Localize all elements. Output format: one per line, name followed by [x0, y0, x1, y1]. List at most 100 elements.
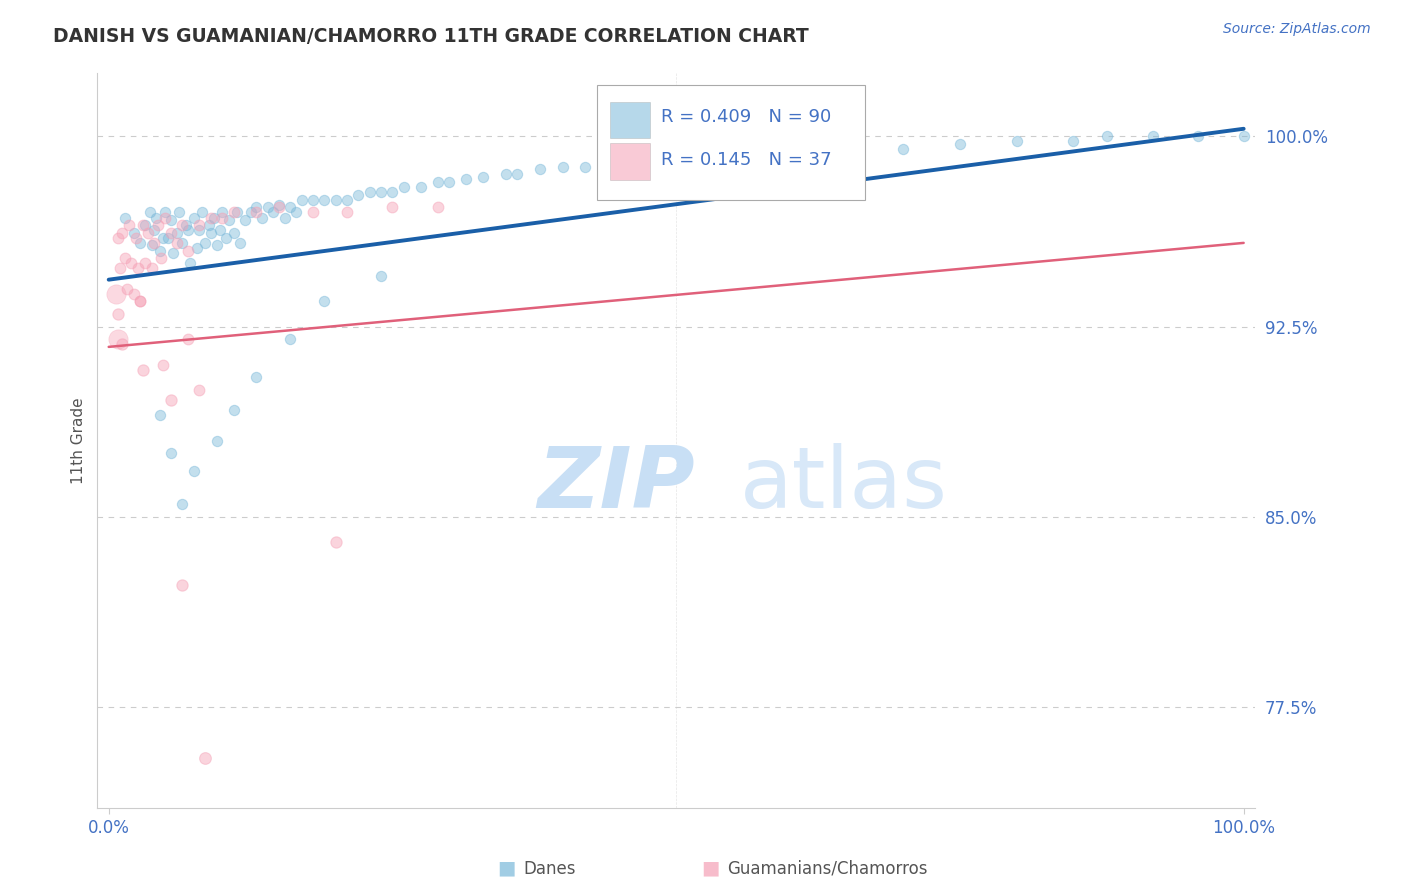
- Point: [245, 205, 267, 219]
- Point: [336, 193, 359, 207]
- Point: [278, 201, 301, 215]
- Point: [1005, 135, 1028, 149]
- Point: [186, 241, 208, 255]
- Point: [529, 162, 551, 177]
- Point: [120, 256, 142, 270]
- Point: [426, 201, 449, 215]
- Point: [665, 154, 688, 169]
- Point: [347, 187, 370, 202]
- Point: [145, 211, 167, 225]
- Text: R = 0.409   N = 90: R = 0.409 N = 90: [661, 108, 831, 126]
- Point: [143, 235, 166, 250]
- Text: ■: ■: [496, 859, 516, 878]
- Point: [267, 198, 290, 212]
- Point: [107, 332, 129, 346]
- Point: [155, 205, 177, 219]
- Point: [160, 226, 183, 240]
- Point: [302, 193, 325, 207]
- Point: [574, 160, 596, 174]
- Point: [285, 205, 308, 219]
- Point: [205, 238, 228, 252]
- Point: [370, 268, 392, 283]
- Point: [188, 223, 211, 237]
- Point: [233, 213, 256, 227]
- Point: [138, 205, 160, 219]
- Point: [138, 226, 160, 240]
- Point: [141, 261, 163, 276]
- Point: [114, 251, 136, 265]
- Point: [278, 332, 301, 346]
- Point: [172, 497, 194, 511]
- Point: [149, 409, 172, 423]
- Point: [226, 205, 249, 219]
- Point: [115, 281, 138, 295]
- Point: [370, 185, 392, 199]
- Point: [177, 223, 200, 237]
- Point: [160, 446, 183, 460]
- Point: [167, 205, 190, 219]
- Point: [1187, 129, 1209, 144]
- Text: ■: ■: [700, 859, 720, 878]
- Point: [291, 193, 314, 207]
- Point: [200, 211, 222, 225]
- Point: [179, 256, 201, 270]
- Point: [172, 578, 194, 592]
- Point: [174, 218, 197, 232]
- Point: [197, 218, 219, 232]
- Point: [325, 535, 347, 549]
- Point: [495, 168, 517, 182]
- FancyBboxPatch shape: [598, 86, 865, 200]
- Point: [188, 383, 211, 397]
- Point: [143, 223, 166, 237]
- Point: [222, 205, 245, 219]
- Point: [125, 231, 148, 245]
- Point: [160, 393, 183, 408]
- Point: [149, 251, 172, 265]
- Point: [183, 464, 205, 478]
- Point: [211, 211, 233, 225]
- Point: [177, 244, 200, 258]
- Point: [214, 231, 236, 245]
- Point: [1097, 129, 1119, 144]
- Text: atlas: atlas: [740, 443, 948, 526]
- Point: [218, 213, 240, 227]
- Text: Danes: Danes: [523, 860, 575, 878]
- Point: [262, 205, 284, 219]
- Point: [245, 201, 267, 215]
- Point: [146, 218, 169, 232]
- Point: [111, 337, 134, 351]
- Point: [302, 205, 325, 219]
- Point: [129, 235, 152, 250]
- Point: [835, 142, 858, 156]
- Point: [104, 286, 127, 301]
- Point: [409, 180, 432, 194]
- Point: [392, 180, 415, 194]
- Point: [1233, 129, 1256, 144]
- FancyBboxPatch shape: [610, 102, 650, 138]
- Point: [211, 205, 233, 219]
- Point: [156, 231, 179, 245]
- Point: [129, 294, 152, 309]
- Text: R = 0.145   N = 37: R = 0.145 N = 37: [661, 151, 832, 169]
- Point: [127, 261, 149, 276]
- Point: [551, 160, 574, 174]
- Point: [314, 294, 336, 309]
- Point: [108, 261, 131, 276]
- Point: [166, 226, 188, 240]
- Point: [194, 750, 217, 764]
- Point: [172, 235, 194, 250]
- Point: [336, 205, 359, 219]
- Point: [152, 231, 174, 245]
- Point: [222, 403, 245, 417]
- Point: [111, 226, 134, 240]
- Point: [134, 218, 156, 232]
- Point: [267, 201, 290, 215]
- Point: [118, 218, 141, 232]
- Point: [188, 218, 211, 232]
- Text: Source: ZipAtlas.com: Source: ZipAtlas.com: [1223, 22, 1371, 37]
- Point: [166, 235, 188, 250]
- Point: [245, 370, 267, 384]
- Point: [381, 185, 404, 199]
- Point: [456, 172, 478, 186]
- Point: [132, 362, 155, 376]
